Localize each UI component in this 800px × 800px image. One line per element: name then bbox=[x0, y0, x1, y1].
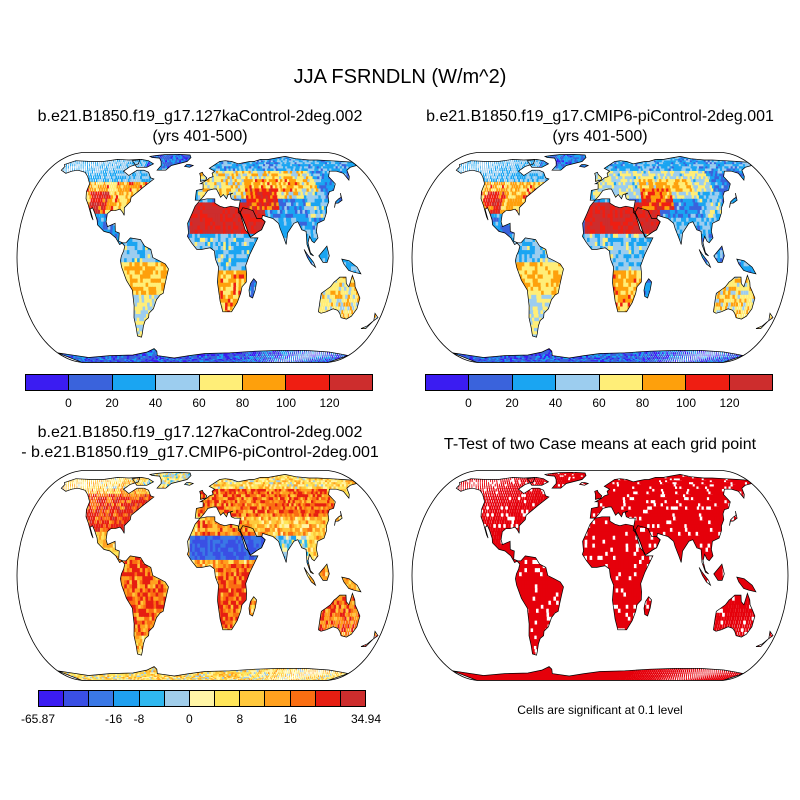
colorbar-swatch bbox=[112, 375, 157, 390]
map-127ka-control bbox=[16, 152, 394, 363]
colorbar-swatch bbox=[286, 375, 330, 390]
colorbar-tick-label: 0 bbox=[186, 712, 193, 726]
panel-title-top-left: b.e21.B1850.f19_g17.127kaControl-2deg.00… bbox=[0, 108, 400, 126]
colorbar-tick-label: 40 bbox=[549, 396, 562, 410]
colorbar-tick-label: 8 bbox=[237, 712, 244, 726]
globe-outline bbox=[411, 470, 789, 681]
colorbar-top-left bbox=[25, 374, 373, 391]
colorbar-tick-label: 0 bbox=[65, 396, 72, 410]
colorbar-swatch bbox=[556, 375, 600, 390]
colorbar-tick-label: 80 bbox=[636, 396, 649, 410]
colorbar-swatch bbox=[290, 691, 316, 706]
panel-subtitle-bottom-left: - b.e21.B1850.f19_g17.CMIP6-piControl-2d… bbox=[0, 444, 400, 462]
colorbar-swatch bbox=[139, 691, 165, 706]
colorbar-swatch bbox=[469, 375, 513, 390]
colorbar-tick-label: 20 bbox=[105, 396, 118, 410]
colorbar-swatch bbox=[340, 691, 366, 706]
colorbar-swatch bbox=[426, 375, 470, 390]
map-ttest-significance bbox=[411, 470, 789, 681]
colorbar-tick-label: -16 bbox=[105, 712, 122, 726]
colorbar-tick-label: 60 bbox=[592, 396, 605, 410]
colorbar-tick-label: -8 bbox=[134, 712, 145, 726]
colorbar-swatch bbox=[265, 691, 291, 706]
colorbar-swatch bbox=[242, 375, 287, 390]
colorbar-swatch bbox=[642, 375, 687, 390]
panel-subtitle-top-right: (yrs 401-500) bbox=[400, 128, 800, 146]
colorbar-tick-label: 100 bbox=[276, 396, 296, 410]
colorbar-swatch bbox=[69, 375, 113, 390]
colorbar-swatch bbox=[329, 375, 372, 390]
colorbar-swatch bbox=[240, 691, 266, 706]
colorbar-tick-label: 34.94 bbox=[351, 712, 381, 726]
colorbar-tick-label: 40 bbox=[149, 396, 162, 410]
coastlines bbox=[452, 153, 774, 363]
panel-title-top-right: b.e21.B1850.f19_g17.CMIP6-piControl-2deg… bbox=[400, 108, 800, 126]
colorbar-tick-label: 20 bbox=[505, 396, 518, 410]
coastlines bbox=[57, 471, 379, 681]
colorbar-tick-label: 120 bbox=[719, 396, 739, 410]
colorbar-tick-label: 80 bbox=[236, 396, 249, 410]
panel-title-bottom-right: T-Test of two Case means at each grid po… bbox=[400, 436, 800, 454]
colorbar-tick-label: 120 bbox=[319, 396, 339, 410]
figure-title: JJA FSRNDLN (W/m^2) bbox=[0, 66, 800, 89]
coastlines bbox=[452, 471, 774, 681]
panel-subtitle-top-left: (yrs 401-500) bbox=[0, 128, 400, 146]
colorbar-tick-label: 100 bbox=[676, 396, 696, 410]
colorbar-swatch bbox=[64, 691, 90, 706]
colorbar-swatch bbox=[686, 375, 730, 390]
globe-outline bbox=[16, 152, 394, 363]
colorbar-swatch bbox=[599, 375, 643, 390]
globe-outline bbox=[16, 470, 394, 681]
colorbar-swatch bbox=[114, 691, 140, 706]
colorbar-tick-label: 16 bbox=[284, 712, 297, 726]
coastlines bbox=[57, 153, 379, 363]
colorbar-swatch bbox=[729, 375, 772, 390]
colorbar-swatch bbox=[315, 691, 341, 706]
map-difference bbox=[16, 470, 394, 681]
colorbar-bottom-left bbox=[38, 690, 366, 707]
colorbar-swatch bbox=[39, 691, 65, 706]
colorbar-swatch bbox=[26, 375, 70, 390]
colorbar-swatch bbox=[512, 375, 557, 390]
colorbar-swatch bbox=[89, 691, 115, 706]
colorbar-swatch bbox=[199, 375, 243, 390]
colorbar-top-right bbox=[425, 374, 773, 391]
significance-footnote: Cells are significant at 0.1 level bbox=[400, 703, 800, 717]
colorbar-swatch bbox=[164, 691, 190, 706]
panel-title-bottom-left: b.e21.B1850.f19_g17.127kaControl-2deg.00… bbox=[0, 424, 400, 442]
colorbar-tick-label: -65.87 bbox=[21, 712, 55, 726]
colorbar-swatch bbox=[215, 691, 241, 706]
colorbar-swatch bbox=[189, 691, 216, 706]
map-piControl bbox=[411, 152, 789, 363]
colorbar-swatch bbox=[156, 375, 200, 390]
globe-outline bbox=[411, 152, 789, 363]
colorbar-tick-label: 60 bbox=[192, 396, 205, 410]
colorbar-tick-label: 0 bbox=[465, 396, 472, 410]
